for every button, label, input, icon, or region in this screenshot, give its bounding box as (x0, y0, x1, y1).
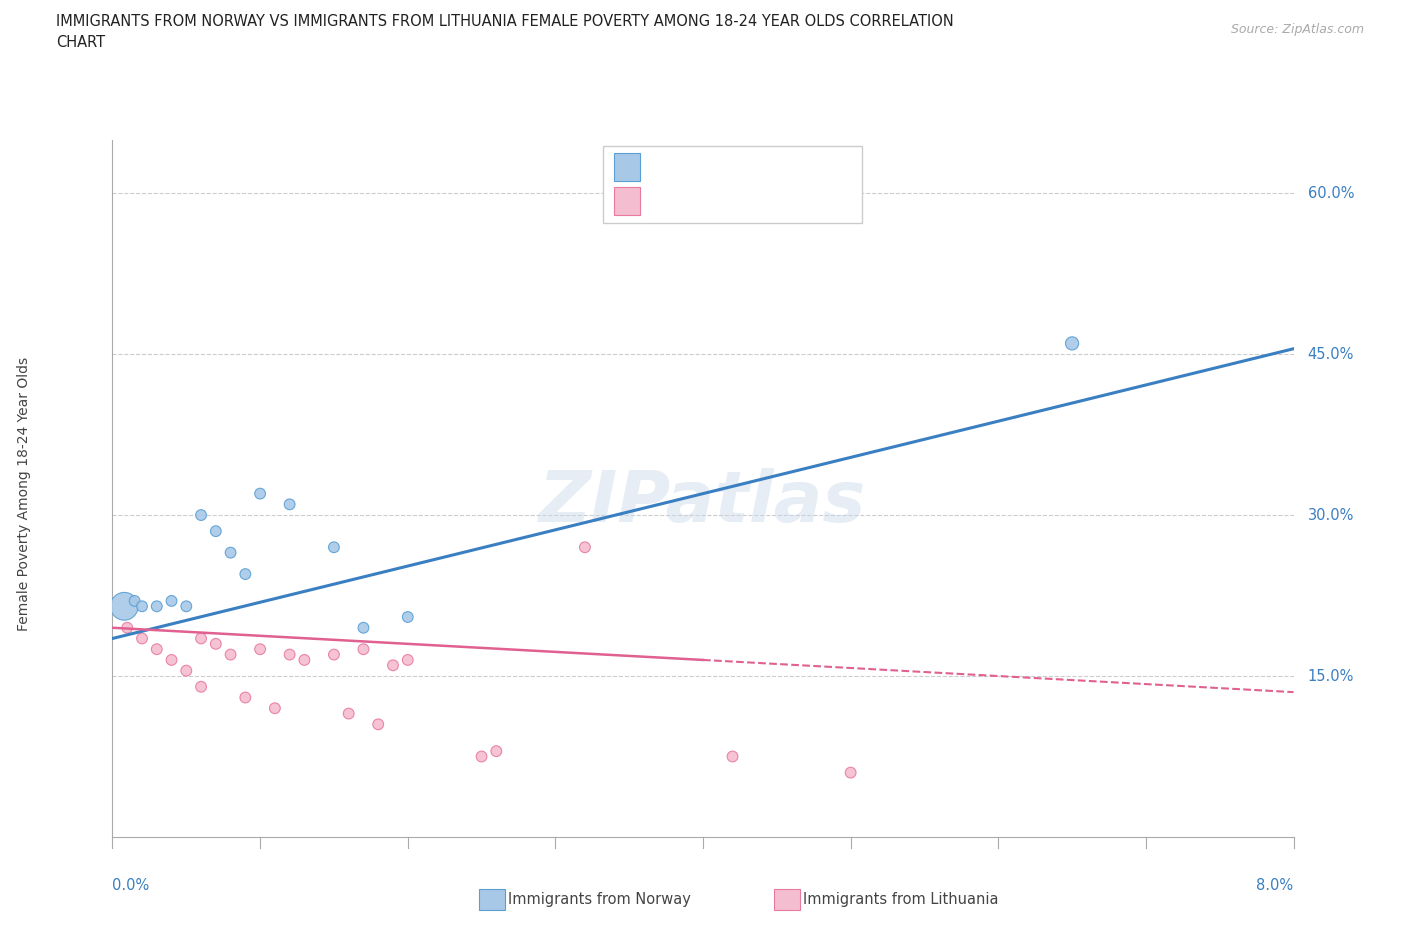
Point (112, 599, 135, 614)
Point (382, 658, 405, 672)
Point (174, 663, 197, 678)
Text: IMMIGRANTS FROM NORWAY VS IMMIGRANTS FROM LITHUANIA FEMALE POVERTY AMONG 18-24 Y: IMMIGRANTS FROM NORWAY VS IMMIGRANTS FRO… (56, 14, 955, 29)
Point (233, 566, 256, 581)
Point (396, 653, 419, 668)
Text: 0.0%: 0.0% (112, 878, 149, 893)
Point (471, 749, 494, 764)
Bar (614, 153, 640, 181)
Point (219, 647, 242, 662)
Point (485, 744, 508, 759)
Point (839, 765, 862, 780)
Text: Female Poverty Among 18-24 Year Olds: Female Poverty Among 18-24 Year Olds (17, 356, 31, 631)
Text: Source: ZipAtlas.com: Source: ZipAtlas.com (1230, 23, 1364, 36)
Point (574, 539, 596, 554)
Point (278, 647, 301, 662)
Text: CHART: CHART (56, 35, 105, 50)
Point (249, 642, 271, 657)
Point (337, 706, 360, 721)
Point (160, 653, 183, 668)
Point (160, 593, 183, 608)
Point (352, 620, 374, 635)
Text: Immigrants from Norway: Immigrants from Norway (508, 892, 690, 908)
Point (352, 642, 374, 657)
Bar (614, 187, 640, 215)
Point (205, 636, 228, 651)
Text: 60.0%: 60.0% (1308, 186, 1354, 201)
Point (367, 717, 389, 732)
Point (292, 653, 315, 668)
Point (249, 486, 271, 501)
Point (323, 647, 346, 662)
Text: 30.0%: 30.0% (1308, 508, 1354, 523)
Point (131, 631, 153, 646)
Point (1062, 336, 1084, 351)
Bar (603, 147, 862, 223)
Text: R = -0.048   N = 26: R = -0.048 N = 26 (648, 193, 797, 208)
Point (124, 593, 146, 608)
Point (233, 690, 256, 705)
Point (190, 508, 212, 523)
Point (117, 620, 138, 635)
Point (264, 701, 287, 716)
Point (146, 599, 169, 614)
Text: R =  0.624   N = 14: R = 0.624 N = 14 (648, 160, 797, 175)
Text: Immigrants from Lithuania: Immigrants from Lithuania (803, 892, 998, 908)
Point (323, 539, 346, 554)
Bar (478, 889, 505, 910)
Point (190, 679, 212, 694)
Point (721, 749, 744, 764)
Point (205, 524, 228, 538)
Point (692, 165, 714, 179)
Point (131, 599, 153, 614)
Point (219, 545, 242, 560)
Text: 8.0%: 8.0% (1257, 878, 1294, 893)
Point (190, 631, 212, 646)
Point (174, 599, 197, 614)
Text: 45.0%: 45.0% (1308, 347, 1354, 362)
Bar (773, 889, 800, 910)
Text: 15.0%: 15.0% (1308, 669, 1354, 684)
Point (146, 642, 169, 657)
Point (278, 497, 301, 512)
Point (396, 609, 419, 624)
Text: ZIPatlas: ZIPatlas (540, 468, 866, 537)
